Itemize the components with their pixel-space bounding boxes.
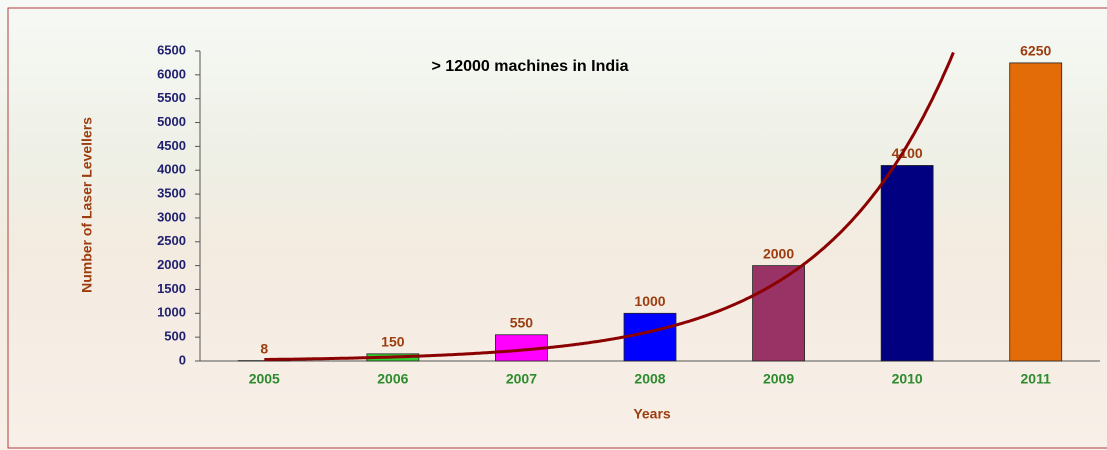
x-tick-label: 2009 bbox=[763, 371, 794, 387]
y-tick-label: 5000 bbox=[157, 114, 186, 129]
page: {"chart_data": {"type": "bar", "annotati… bbox=[0, 0, 1107, 450]
y-tick-label: 500 bbox=[164, 329, 186, 344]
x-tick-label: 2007 bbox=[506, 371, 537, 387]
y-tick-label: 5500 bbox=[157, 90, 186, 105]
annotation: > 12000 machines in India bbox=[432, 58, 629, 75]
value-label: 1000 bbox=[634, 293, 665, 309]
x-tick-label: 2011 bbox=[1021, 371, 1052, 387]
bar bbox=[1010, 63, 1062, 361]
x-axis-label: Years bbox=[633, 406, 671, 422]
y-tick-label: 6000 bbox=[157, 66, 186, 81]
x-tick-label: 2010 bbox=[892, 371, 923, 387]
x-tick-label: 2008 bbox=[634, 371, 665, 387]
value-label: 6250 bbox=[1020, 43, 1051, 59]
y-tick-label: 4000 bbox=[157, 162, 186, 177]
y-tick-label: 2000 bbox=[157, 257, 186, 272]
value-label: 2000 bbox=[763, 245, 794, 261]
y-tick-label: 1000 bbox=[157, 305, 186, 320]
y-axis-label: Number of Laser Levellers bbox=[79, 117, 95, 293]
y-tick-label: 2500 bbox=[157, 233, 186, 248]
chart: > 12000 machines in India Years Number o… bbox=[0, 0, 1107, 450]
x-tick-label: 2006 bbox=[377, 371, 408, 387]
value-label: 550 bbox=[510, 314, 534, 330]
y-tick-label: 3500 bbox=[157, 186, 186, 201]
bar bbox=[881, 165, 933, 361]
y-tick-label: 6500 bbox=[157, 42, 186, 57]
y-tick-label: 3000 bbox=[157, 209, 186, 224]
y-tick-label: 1500 bbox=[157, 281, 186, 296]
value-label: 150 bbox=[381, 334, 405, 350]
y-tick-label: 0 bbox=[179, 352, 186, 367]
x-tick-label: 2005 bbox=[249, 371, 280, 387]
value-label: 8 bbox=[260, 340, 268, 356]
bar bbox=[624, 313, 676, 361]
y-tick-label: 4500 bbox=[157, 138, 186, 153]
